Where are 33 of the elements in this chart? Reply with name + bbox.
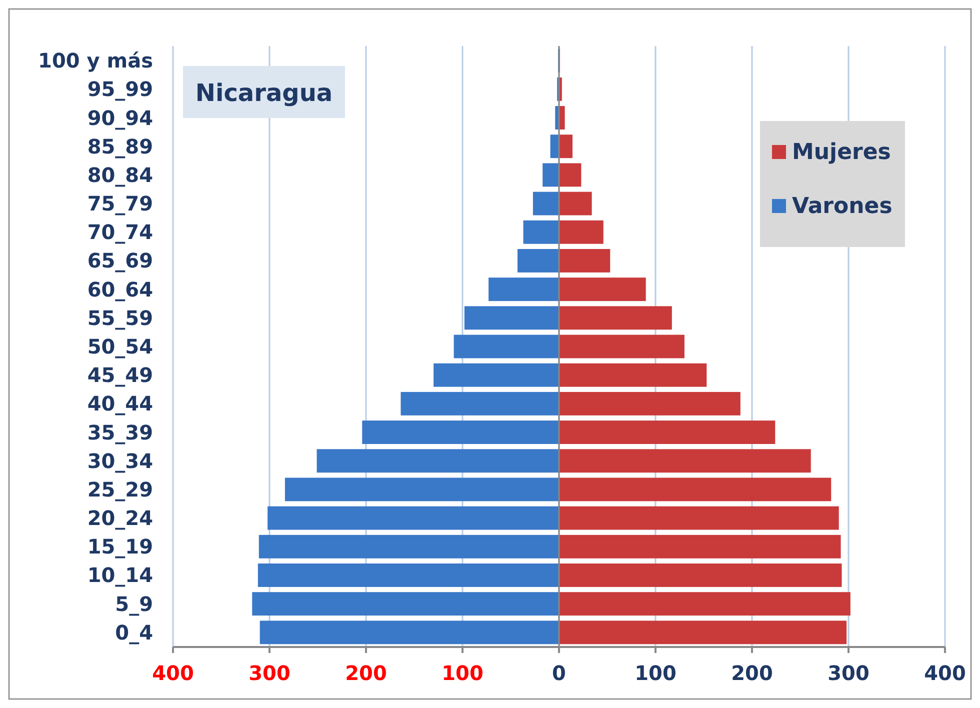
y-tick-label: 75_79 bbox=[87, 192, 153, 216]
y-tick-label: 60_64 bbox=[87, 277, 153, 302]
y-tick-label: 15_19 bbox=[87, 534, 153, 559]
y-tick-label: 80_84 bbox=[87, 162, 153, 187]
x-tick-label: 300 bbox=[248, 661, 290, 685]
y-tick-label: 40_44 bbox=[87, 392, 153, 416]
y-tick-label: 85_89 bbox=[87, 134, 153, 158]
legend-label: Varones bbox=[792, 194, 892, 219]
y-tick-label: 70_74 bbox=[87, 220, 153, 244]
y-tick-label: 100 y más bbox=[38, 48, 153, 73]
y-tick-label: 90_94 bbox=[87, 106, 153, 130]
y-tick-label: 25_29 bbox=[87, 477, 153, 502]
y-tick-label: 5_9 bbox=[115, 592, 153, 616]
x-tick-label: 0 bbox=[552, 661, 566, 685]
x-tick-label: 200 bbox=[345, 661, 387, 685]
y-tick-label: 95_99 bbox=[87, 77, 153, 102]
x-tick-label: 300 bbox=[828, 661, 870, 685]
y-tick-label: 45_49 bbox=[87, 363, 153, 388]
legend-label: Mujeres bbox=[792, 140, 891, 165]
y-tick-label: 55_59 bbox=[87, 306, 153, 330]
y-tick-label: 50_54 bbox=[87, 334, 153, 358]
x-tick-label: 400 bbox=[152, 661, 194, 685]
x-tick-label: 200 bbox=[731, 661, 773, 685]
text: Nicaragua bbox=[195, 79, 333, 107]
x-tick-label: 100 bbox=[634, 661, 676, 685]
x-tick-label: 100 bbox=[442, 661, 484, 685]
y-tick-label: 65_69 bbox=[87, 248, 153, 273]
y-tick-label: 20_24 bbox=[87, 506, 153, 530]
y-tick-label: 10_14 bbox=[87, 563, 153, 588]
y-tick-label: 35_39 bbox=[87, 420, 153, 444]
x-tick-label: 400 bbox=[924, 661, 966, 685]
y-tick-label: 30_34 bbox=[87, 448, 153, 473]
y-tick-label: 0_4 bbox=[115, 620, 153, 644]
